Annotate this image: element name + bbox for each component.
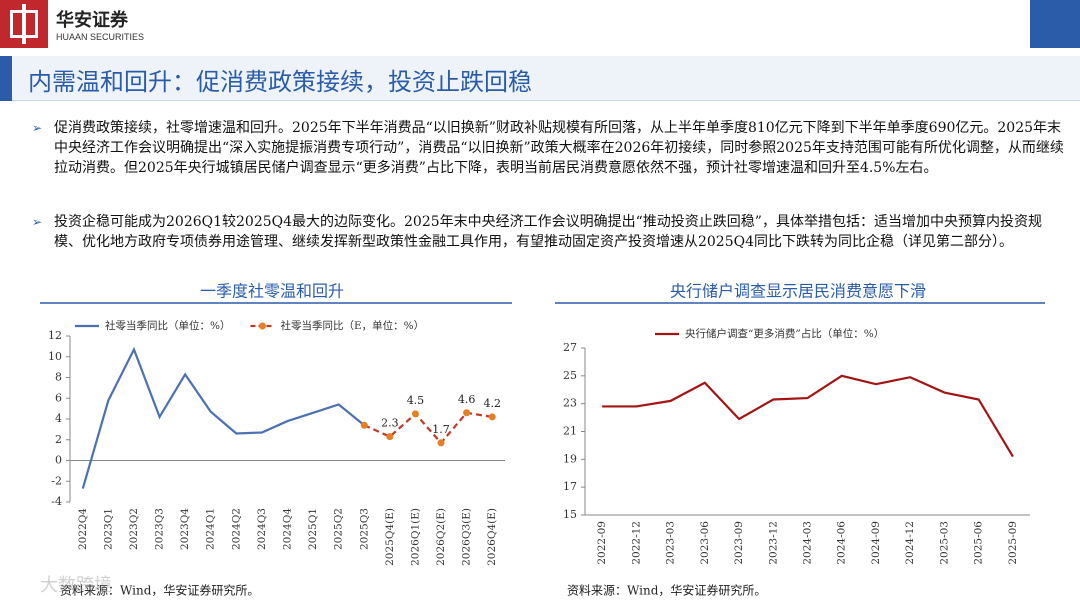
- x-tick-label: 2025-03: [938, 521, 950, 565]
- x-tick-label: 2025Q2: [333, 508, 345, 550]
- y-tick-label: 17: [563, 480, 577, 493]
- title-accent: [0, 56, 12, 101]
- source: 资料来源：Wind，华安证券研究所。: [60, 583, 259, 598]
- bullet-text: 投资企稳可能成为2026Q1较2025Q4最大的边际变化。2025年末中央经济工…: [54, 214, 1042, 250]
- point: [488, 413, 496, 421]
- x-tick-label: 2022Q4: [77, 508, 89, 550]
- x-tick-label: 2023-12: [767, 521, 779, 565]
- data-label: 4.6: [458, 393, 476, 406]
- x-tick-label: 2022-12: [630, 521, 642, 565]
- x-tick-label: 2024Q1: [205, 508, 217, 550]
- y-tick-label: 0: [55, 454, 62, 467]
- source: 资料来源：Wind，华安证券研究所。: [567, 583, 766, 598]
- point: [437, 439, 445, 447]
- line-series: [602, 374, 1014, 458]
- y-tick-label: 2: [55, 433, 62, 446]
- y-tick-label: 25: [563, 369, 577, 382]
- x-tick-label: 2026Q2(E): [435, 508, 447, 566]
- x-tick-label: 2026Q1(E): [409, 508, 421, 566]
- x-tick-label: 2026Q3(E): [461, 508, 473, 566]
- x-tick-label: 2023-06: [699, 521, 711, 565]
- x-tick-label: 2024Q4: [282, 508, 294, 550]
- y-tick-label: 21: [563, 425, 577, 438]
- y-tick-label: -4: [51, 495, 62, 508]
- y-tick-label: 23: [563, 397, 577, 410]
- legend-label: 社零当季同比（单位：%）: [105, 319, 230, 332]
- x-tick-label: 2025Q3: [358, 508, 370, 550]
- chart-title: 央行储户调查显示居民消费意愿下滑: [670, 282, 926, 301]
- watermark: 大数跨境: [40, 575, 112, 596]
- line-series: [81, 346, 365, 489]
- legend-marker: [258, 322, 266, 330]
- y-tick-label: 19: [563, 452, 577, 465]
- x-tick-label: 2023Q4: [179, 508, 191, 550]
- legend-label: 央行储户调查“更多消费”占比（单位：%）: [685, 327, 884, 340]
- y-tick-label: 15: [563, 508, 577, 521]
- y-tick-label: 10: [48, 350, 62, 363]
- x-tick-label: 2025-09: [1007, 521, 1019, 565]
- x-tick-label: 2024Q2: [230, 508, 242, 550]
- y-tick-label: 12: [48, 329, 62, 342]
- y-tick-label: 8: [55, 371, 62, 384]
- data-label: 2.3: [381, 417, 399, 430]
- y-tick-label: -2: [51, 474, 62, 487]
- y-tick-label: 6: [55, 391, 62, 404]
- data-label: 4.5: [407, 394, 425, 407]
- bullet-text: 促消费政策接续，社零增速温和回升。2025年下半年消费品“以旧换新”财政补贴规模…: [54, 120, 1064, 176]
- point: [411, 410, 419, 418]
- point: [463, 409, 471, 417]
- title-band: [0, 56, 1080, 101]
- x-tick-label: 2024-03: [802, 521, 814, 565]
- x-tick-label: 2022-09: [596, 521, 608, 565]
- point: [386, 433, 394, 441]
- slide-title: 内需温和回升：促消费政策接续，投资止跌回稳: [28, 68, 532, 96]
- data-label: 4.2: [483, 397, 501, 410]
- x-tick-label: 2025Q1: [307, 508, 319, 550]
- x-tick-label: 2024-12: [904, 521, 916, 565]
- point: [360, 421, 368, 429]
- x-tick-label: 2026Q4(E): [486, 508, 498, 566]
- x-tick-label: 2023Q1: [102, 508, 114, 550]
- x-tick-label: 2024-06: [836, 521, 848, 565]
- chart-title: 一季度社零温和回升: [200, 282, 344, 301]
- brand-en: HUAAN SECURITIES: [56, 32, 145, 42]
- x-tick-label: 2024-09: [870, 521, 882, 565]
- x-tick-label: 2025Q4(E): [384, 508, 396, 566]
- x-tick-label: 2024Q3: [256, 508, 268, 550]
- logo-mark: [0, 0, 48, 48]
- bullet: ➢ 投资企稳可能成为2026Q1较2025Q4最大的边际变化。2025年末中央经济…: [32, 214, 1042, 250]
- brand: 华安证券: [56, 10, 128, 31]
- x-tick-label: 2023Q3: [154, 508, 166, 550]
- corner-bar: [1030, 0, 1080, 48]
- line-series: [363, 411, 493, 445]
- bullet: ➢ 促消费政策接续，社零增速温和回升。2025年下半年消费品“以旧换新”财政补贴规…: [32, 120, 1064, 176]
- x-tick-label: 2025-06: [973, 521, 985, 565]
- y-tick-label: 27: [563, 341, 577, 354]
- x-tick-label: 2023-03: [665, 521, 677, 565]
- legend-label: 社零当季同比（E，单位：%）: [280, 319, 424, 332]
- x-tick-label: 2023-09: [733, 521, 745, 565]
- x-tick-label: 2023Q2: [128, 508, 140, 550]
- y-tick-label: 4: [55, 412, 62, 425]
- data-label: 1.7: [432, 423, 450, 436]
